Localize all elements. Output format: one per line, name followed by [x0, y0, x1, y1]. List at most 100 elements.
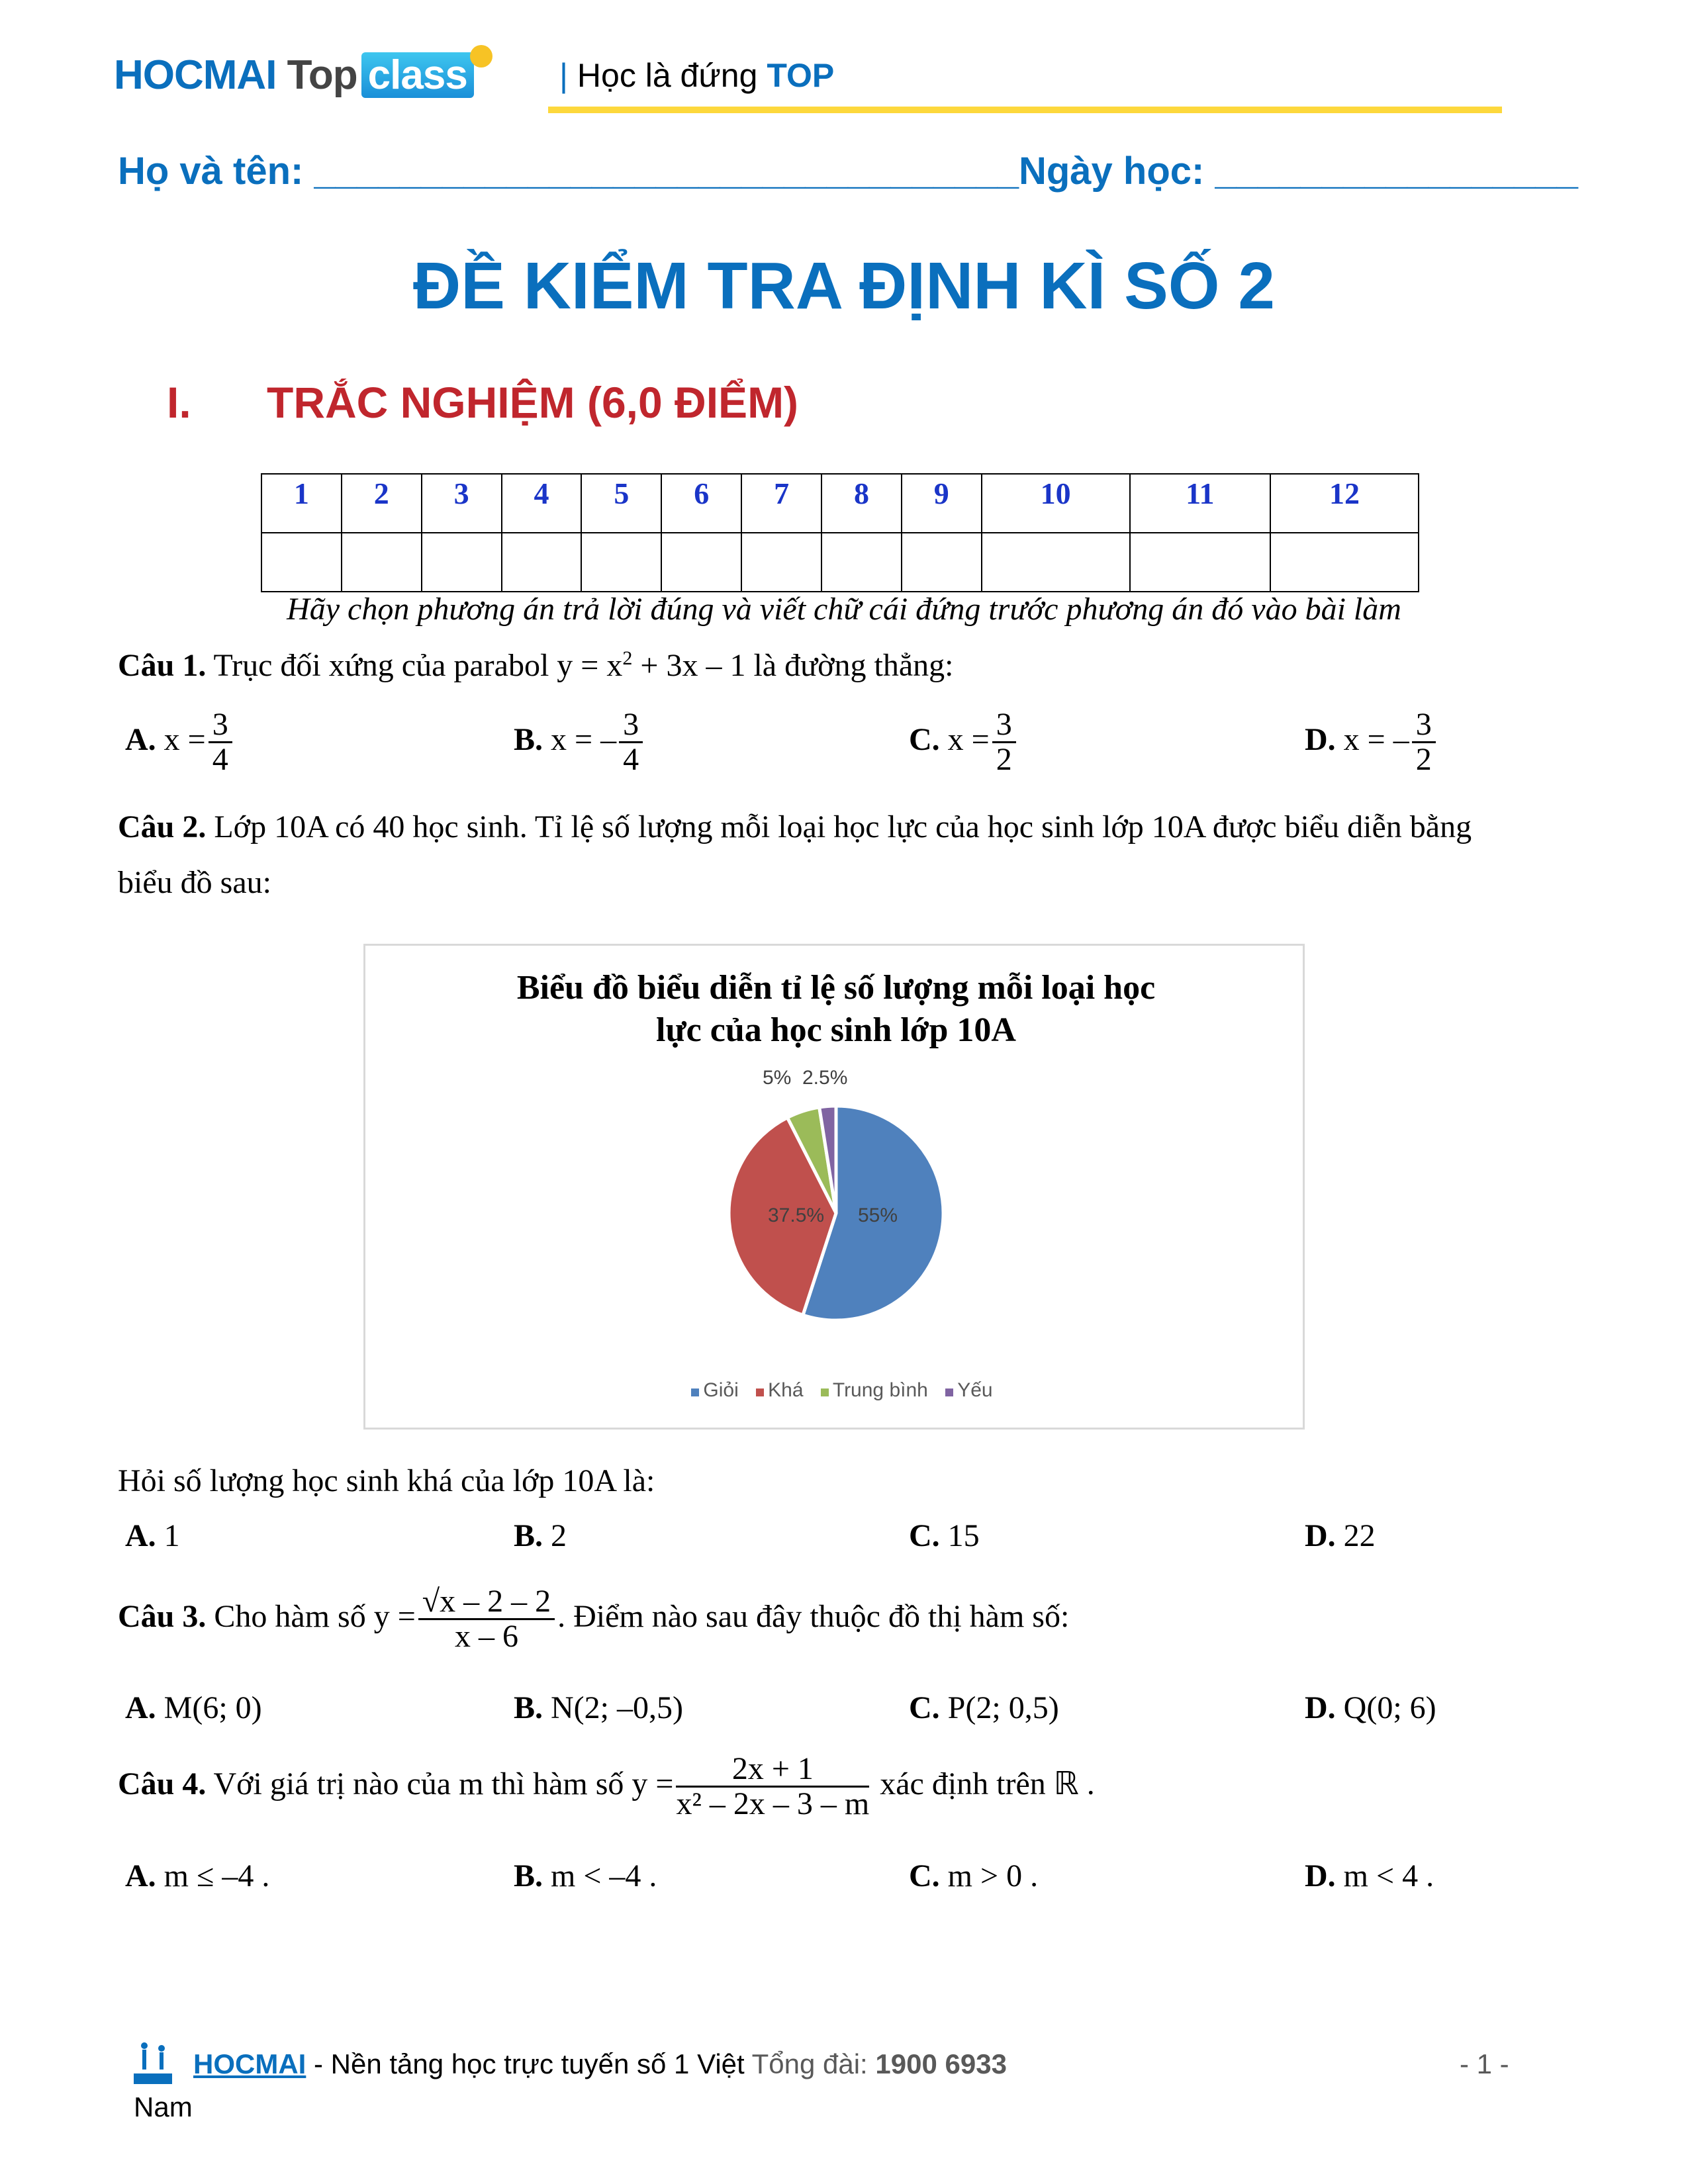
chart-title-line1: Biểu đồ biểu diễn tỉ lệ số lượng mỗi loạ… — [516, 969, 1156, 1007]
answer-header-4: 4 — [500, 473, 583, 533]
tagline-bar: | — [559, 57, 568, 94]
q4-denominator: x² – 2x – 3 – m — [676, 1786, 870, 1822]
answer-cell-1[interactable] — [261, 532, 342, 592]
logo-hocmai: HOCMAI — [114, 52, 277, 98]
label-kha: 37.5% — [768, 1205, 825, 1226]
answer-cell-9[interactable] — [900, 532, 982, 592]
instruction: Hãy chọn phương án trả lời đúng và viết … — [287, 592, 1401, 627]
answer-cell-7[interactable] — [741, 532, 823, 592]
q2-label: Câu 2. — [118, 809, 207, 844]
header-divider — [548, 107, 1502, 113]
q2-option-b[interactable]: B. 2 — [514, 1518, 567, 1554]
denominator: 2 — [1415, 742, 1432, 778]
answer-header-9: 9 — [900, 473, 982, 533]
chart-title-line2: lực của học sinh lớp 10A — [656, 1011, 1016, 1049]
footer-hocmai-link[interactable]: HOCMAI — [193, 2048, 306, 2079]
answer-cell-4[interactable] — [500, 532, 583, 592]
option-text: 15 — [947, 1518, 980, 1553]
option-letter: D. — [1305, 1858, 1336, 1893]
q4-option-c[interactable]: C. m > 0 . — [909, 1858, 1038, 1894]
answer-cell-5[interactable] — [581, 532, 663, 592]
q3-option-d[interactable]: D. Q(0; 6) — [1305, 1690, 1436, 1726]
option-text: P(2; 0,5) — [947, 1690, 1059, 1725]
question-4: Câu 4. Với giá trị nào của m thì hàm số … — [118, 1752, 1095, 1821]
date-label: Ngày học: — [1018, 150, 1215, 193]
q3-option-c[interactable]: C. P(2; 0,5) — [909, 1690, 1059, 1726]
tagline-bold: TOP — [767, 57, 835, 94]
q4-fraction: 2x + 1 x² – 2x – 3 – m — [676, 1752, 870, 1822]
answer-cell-12[interactable] — [1270, 532, 1419, 592]
q1-exponent: 2 — [622, 647, 633, 669]
legend-swatch-kha — [756, 1388, 765, 1396]
q4-text-end: xác định trên ℝ . — [872, 1766, 1095, 1801]
legend-swatch-trung-binh — [820, 1388, 829, 1396]
pie-slice-Yếu — [817, 1104, 838, 1214]
option-text: Q(0; 6) — [1343, 1690, 1436, 1725]
answer-cell-6[interactable] — [661, 532, 743, 592]
option-text: m < 4 . — [1343, 1858, 1434, 1893]
q1-option-c[interactable]: C. x = 3 2 — [909, 707, 1019, 778]
label-yeu: 2.5% — [802, 1067, 848, 1089]
answer-header-3: 3 — [420, 473, 502, 533]
answer-header-1: 1 — [261, 473, 342, 533]
q2-text-line2: biểu đồ sau: — [118, 865, 271, 900]
option-letter: C. — [909, 1858, 940, 1893]
name-field[interactable]: _________________________________ — [314, 150, 1019, 193]
q3-text: Cho hàm số y = — [206, 1598, 416, 1634]
option-letter: A. — [125, 1690, 156, 1725]
answer-cell-3[interactable] — [420, 532, 502, 592]
q2-question: Hỏi số lượng học sinh khá của lớp 10A là… — [118, 1463, 655, 1498]
legend-kha: Khá — [768, 1379, 804, 1401]
numerator: 3 — [619, 707, 643, 744]
date-field[interactable]: _________________ — [1215, 150, 1578, 193]
q1-option-a[interactable]: A. x = 3 4 — [125, 707, 235, 778]
denominator: 4 — [212, 742, 228, 778]
option-text: m > 0 . — [947, 1858, 1039, 1893]
answer-cell-8[interactable] — [821, 532, 902, 592]
q4-text: Với giá trị nào của m thì hàm số y = — [206, 1766, 674, 1801]
logo-class: class — [361, 52, 474, 98]
q2-option-d[interactable]: D. 22 — [1305, 1518, 1376, 1554]
option-text: x = — [164, 721, 206, 757]
answer-cell-11[interactable] — [1129, 532, 1272, 592]
answer-header-12: 12 — [1270, 473, 1419, 533]
q2-option-a[interactable]: A. 1 — [125, 1518, 180, 1554]
option-text: M(6; 0) — [164, 1690, 262, 1725]
q4-option-d[interactable]: D. m < 4 . — [1305, 1858, 1434, 1894]
q4-option-a[interactable]: A. m ≤ –4 . — [125, 1858, 269, 1894]
label-trung-binh: 5% — [763, 1067, 792, 1089]
denominator: 2 — [996, 742, 1012, 778]
question-1: Câu 1. Trục đối xứng của parabol y = x2 … — [118, 647, 953, 684]
q4-option-b[interactable]: B. m < –4 . — [514, 1858, 657, 1894]
q1-option-b[interactable]: B. x = –3 4 — [514, 707, 645, 777]
chart-legend: Giỏi Khá Trung bình Yếu — [365, 1379, 1307, 1402]
q3-option-b[interactable]: B. N(2; –0,5) — [514, 1690, 683, 1726]
answer-header-2: 2 — [340, 473, 422, 533]
q3-option-a[interactable]: A. M(6; 0) — [125, 1690, 262, 1726]
option-letter: D. — [1305, 721, 1336, 757]
tagline: | Học là đứng TOP — [559, 56, 834, 95]
numerator: 3 — [1411, 707, 1436, 744]
page-title: ĐỀ KIỂM TRA ĐỊNH KÌ SỐ 2 — [413, 249, 1275, 323]
footer-text: HOCMAI - Nền tảng học trực tuyến số 1 Vi… — [193, 2048, 1007, 2080]
q3-numerator: √x – 2 – 2 — [418, 1584, 555, 1621]
option-text: x = – — [1343, 721, 1409, 757]
answer-header-6: 6 — [661, 473, 743, 533]
q1-option-d[interactable]: D. x = –3 2 — [1305, 707, 1438, 778]
q1-label: Câu 1. — [118, 648, 207, 683]
option-letter: A. — [125, 1858, 156, 1893]
option-letter: D. — [1305, 1518, 1336, 1553]
answer-cell-2[interactable] — [340, 532, 422, 592]
option-letter: B. — [514, 1690, 543, 1725]
hotline-number: 1900 6933 — [875, 2048, 1007, 2079]
answer-cell-10[interactable] — [980, 532, 1131, 592]
q2-option-c[interactable]: C. 15 — [909, 1518, 980, 1554]
name-label: Họ và tên: — [118, 150, 314, 193]
section-title: TRẮC NGHIỆM (6,0 ĐIỂM) — [267, 378, 799, 427]
q2-text: Lớp 10A có 40 học sinh. Tỉ lệ số lượng m… — [206, 809, 1472, 844]
option-letter: C. — [909, 721, 940, 757]
